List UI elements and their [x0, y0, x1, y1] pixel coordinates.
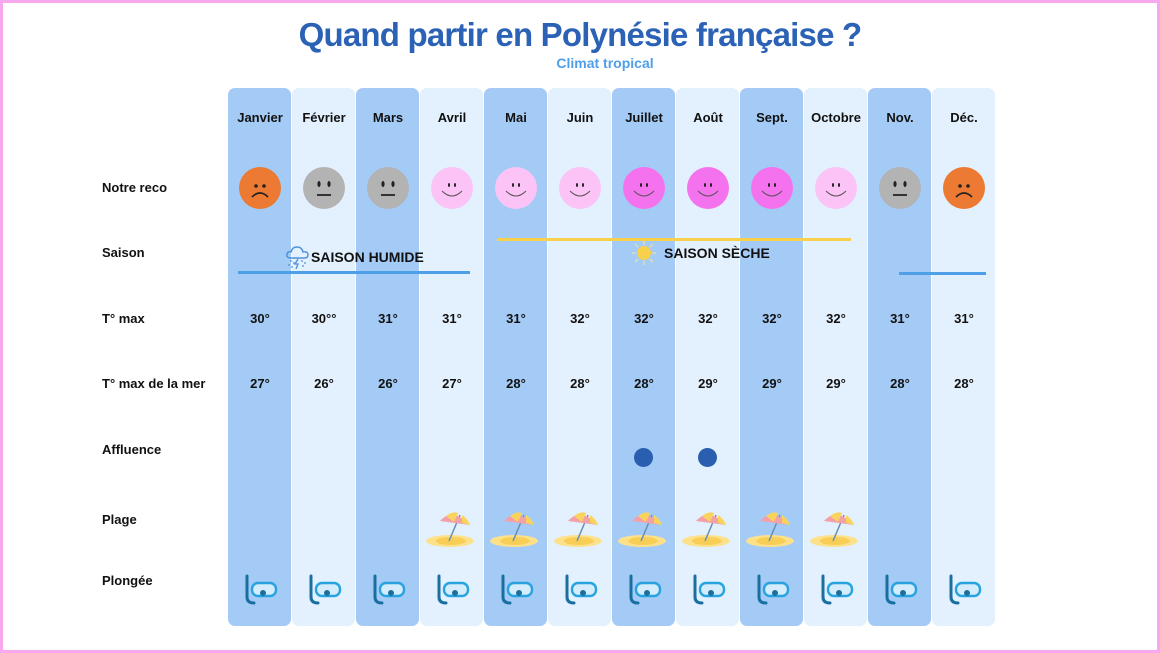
sea-temp-value: 28° [506, 376, 526, 391]
good-face-icon [815, 167, 857, 209]
dry-season-line [497, 238, 851, 241]
row-label-tmax: T° max [102, 311, 145, 326]
beach-umbrella-icon [746, 512, 794, 547]
snorkel-mask-icon [309, 574, 342, 605]
wet-season-label: SAISON HUMIDE [311, 249, 424, 265]
sea-temp-value: 29° [698, 376, 718, 391]
neutral-face-icon [879, 167, 921, 209]
sea-temp-value: 29° [762, 376, 782, 391]
tmax-value: 31° [890, 311, 910, 326]
snorkel-mask-icon [821, 574, 854, 605]
snorkel-mask-icon [949, 574, 982, 605]
tmax-value: 32° [570, 311, 590, 326]
month-header: Août [693, 110, 723, 125]
snorkel-mask-icon [501, 574, 534, 605]
tmax-value: 32° [826, 311, 846, 326]
month-header: Juillet [625, 110, 663, 125]
month-header: Sept. [756, 110, 788, 125]
neutral-face-icon [303, 167, 345, 209]
tmax-value: 31° [442, 311, 462, 326]
snorkel-mask-icon [629, 574, 662, 605]
page-subtitle: Climat tropical [556, 55, 654, 71]
row-label-plongee: Plongée [102, 573, 153, 588]
row-label-tmer: T° max de la mer [102, 376, 206, 391]
snorkel-mask-icon [885, 574, 918, 605]
tmax-value: 32° [634, 311, 654, 326]
tmax-value: 32° [698, 311, 718, 326]
affluence-dot [698, 448, 717, 467]
snorkel-mask-icon [565, 574, 598, 605]
month-header: Nov. [886, 110, 914, 125]
snorkel-mask-icon [757, 574, 790, 605]
sea-temp-value: 27° [250, 376, 270, 391]
sea-temp-value: 28° [954, 376, 974, 391]
snorkel-mask-icon [245, 574, 278, 605]
tmax-value: 32° [762, 311, 782, 326]
month-header: Février [302, 110, 346, 125]
month-header: Octobre [811, 110, 861, 125]
beach-umbrella-icon [682, 512, 730, 547]
best-face-icon [687, 167, 729, 209]
sea-temp-value: 28° [570, 376, 590, 391]
sea-temp-value: 26° [314, 376, 334, 391]
month-header: Juin [566, 110, 594, 125]
row-label-affluence: Affluence [102, 442, 162, 457]
beach-umbrella-icon [490, 512, 538, 547]
sea-temp-value: 26° [378, 376, 398, 391]
tmax-value: 31° [954, 311, 974, 326]
bad-face-icon [239, 167, 281, 209]
beach-umbrella-icon [554, 512, 602, 547]
month-header: Janvier [237, 110, 283, 125]
beach-umbrella-icon [426, 512, 474, 547]
row-label-reco: Notre reco [102, 180, 168, 195]
sea-temp-value: 28° [634, 376, 654, 391]
month-header: Avril [437, 110, 467, 125]
dry-season-label: SAISON SÈCHE [664, 245, 770, 261]
sea-temp-value: 27° [442, 376, 462, 391]
storm-cloud-icon [286, 246, 309, 270]
wet-season-line-end [899, 272, 986, 275]
tmax-value: 31° [378, 311, 398, 326]
tmax-value: 31° [506, 311, 526, 326]
affluence-dot [634, 448, 653, 467]
month-header: Déc. [950, 110, 978, 125]
neutral-face-icon [367, 167, 409, 209]
sea-temp-value: 28° [890, 376, 910, 391]
best-face-icon [751, 167, 793, 209]
row-label-saison: Saison [102, 245, 145, 260]
good-face-icon [431, 167, 473, 209]
beach-umbrella-icon [618, 512, 666, 547]
best-face-icon [623, 167, 665, 209]
tmax-value: 30° [250, 311, 270, 326]
bad-face-icon [943, 167, 985, 209]
tmax-value: 30°° [311, 311, 337, 326]
row-label-plage: Plage [102, 512, 137, 527]
month-header: Mars [372, 110, 404, 125]
good-face-icon [559, 167, 601, 209]
month-header: Mai [505, 110, 527, 125]
sun-icon [632, 241, 656, 265]
wet-season-line [238, 271, 470, 274]
page-title: Quand partir en Polynésie française ? [298, 16, 863, 53]
snorkel-mask-icon [693, 574, 726, 605]
snorkel-mask-icon [437, 574, 470, 605]
good-face-icon [495, 167, 537, 209]
sea-temp-value: 29° [826, 376, 846, 391]
snorkel-mask-icon [373, 574, 406, 605]
beach-umbrella-icon [810, 512, 858, 547]
